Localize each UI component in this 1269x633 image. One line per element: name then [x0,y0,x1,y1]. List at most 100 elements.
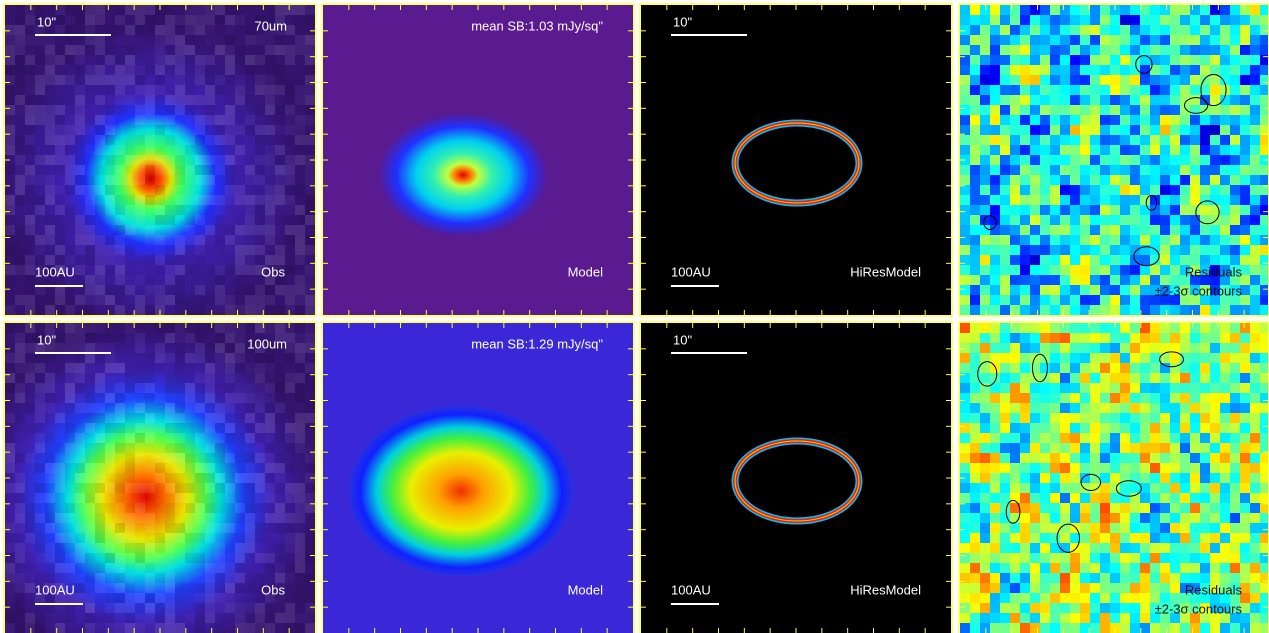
residual-pixel [1180,45,1190,55]
residual-pixel [1180,165,1190,175]
obs-pixel [175,593,185,603]
residual-pixel [1090,503,1100,513]
obs-pixel [155,473,165,483]
contours-label: ±2-3σ contours [1155,601,1243,616]
obs-pixel [255,543,265,553]
residual-pixel [1080,493,1090,503]
residual-pixel [980,443,990,453]
obs-pixel [165,225,175,235]
residual-pixel [1200,45,1210,55]
obs-pixel [115,453,125,463]
residual-pixel [1100,533,1110,543]
residual-pixel [1080,205,1090,215]
residual-pixel [1010,333,1020,343]
obs-pixel [5,453,15,463]
residual-pixel [1060,413,1070,423]
obs-pixel [75,295,85,305]
residual-pixel [1260,593,1268,603]
residual-pixel [1080,75,1090,85]
obs-pixel [295,613,305,623]
residual-pixel [1160,463,1170,473]
residual-pixel [1190,483,1200,493]
obs-pixel [55,265,65,275]
obs-pixel [245,155,255,165]
obs-pixel [205,285,215,295]
residual-pixel [1260,305,1268,315]
obs-pixel [245,423,255,433]
residual-pixel [1250,453,1260,463]
obs-pixel [185,503,195,513]
residual-pixel [1020,35,1030,45]
obs-pixel [285,603,295,613]
obs-pixel [215,215,225,225]
obs-pixel [125,265,135,275]
obs-pixel [195,503,205,513]
residual-pixel [1240,265,1250,275]
obs-pixel [55,473,65,483]
residual-pixel [980,265,990,275]
obs-pixel [5,383,15,393]
obs-pixel [145,175,155,185]
obs-pixel [195,563,205,573]
residual-pixel [1210,195,1220,205]
residual-pixel [1250,383,1260,393]
residual-pixel [1200,423,1210,433]
obs-pixel [275,275,285,285]
obs-pixel [105,275,115,285]
obs-pixel [255,573,265,583]
residual-pixel [1140,55,1150,65]
residual-pixel [960,85,970,95]
obs-pixel [245,553,255,563]
obs-pixel [75,613,85,623]
residual-pixel [1030,513,1040,523]
obs-pixel [75,573,85,583]
residual-pixel [1260,383,1268,393]
residual-pixel [1020,473,1030,483]
obs-pixel [15,623,25,633]
residual-pixel [1180,523,1190,533]
residual-pixel [990,453,1000,463]
obs-pixel [205,135,215,145]
obs-pixel [85,255,95,265]
residual-pixel [1050,343,1060,353]
residual-pixel [1090,305,1100,315]
residual-pixel [1040,543,1050,553]
obs-pixel [95,463,105,473]
residual-pixel [1140,295,1150,305]
obs-pixel [205,125,215,135]
obs-pixel [185,543,195,553]
obs-pixel [55,235,65,245]
obs-pixel [95,155,105,165]
residual-pixel [1140,35,1150,45]
obs-pixel [195,55,205,65]
residual-pixel [1150,45,1160,55]
obs-pixel [205,95,215,105]
residual-pixel [990,603,1000,613]
obs-pixel [235,563,245,573]
residual-pixel [960,403,970,413]
residual-pixel [1000,563,1010,573]
residual-pixel [970,353,980,363]
obs-pixel [65,125,75,135]
residual-pixel [1150,473,1160,483]
obs-pixel [75,255,85,265]
residual-pixel [1000,265,1010,275]
residual-pixel [1100,493,1110,503]
residual-pixel [1080,333,1090,343]
residual-pixel [960,185,970,195]
residual-pixel [1040,75,1050,85]
residual-pixel [1070,245,1080,255]
residual-pixel [1240,275,1250,285]
obs-pixel [235,323,245,333]
residual-pixel [1080,255,1090,265]
obs-pixel [65,493,75,503]
residual-pixel [1140,285,1150,295]
residual-pixel [960,503,970,513]
obs-pixel [65,403,75,413]
residual-pixel [1210,35,1220,45]
residual-pixel [1230,275,1240,285]
residual-pixel [1100,125,1110,135]
residual-pixel [1000,25,1010,35]
obs-pixel [265,323,275,333]
residual-pixel [970,45,980,55]
